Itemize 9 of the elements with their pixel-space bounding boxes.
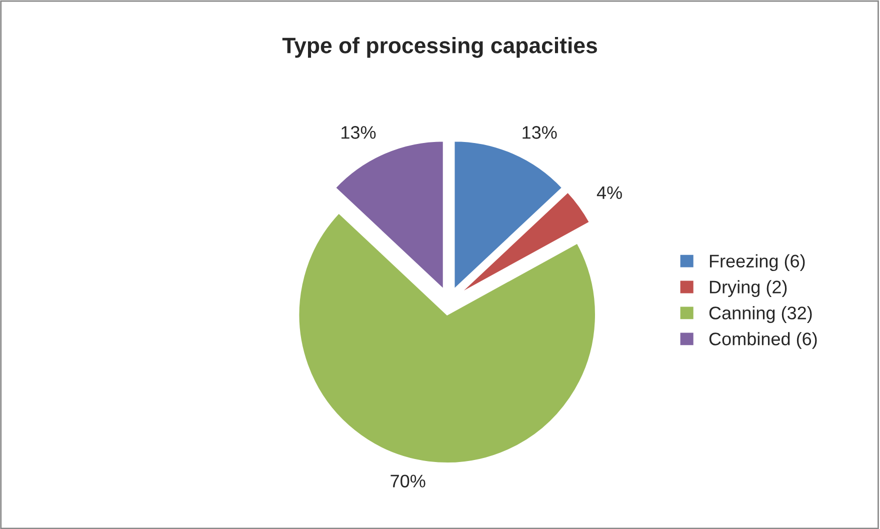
legend-label: Freezing (6) (710, 254, 805, 272)
chart-title: Type of processing capacities (282, 37, 597, 58)
legend-label: Combined (6) (709, 332, 817, 349)
legend-label: Drying (2) (710, 280, 787, 298)
legend-label: Canning (32) (709, 306, 812, 323)
data-label: 13% (342, 126, 376, 139)
data-label: 70% (390, 474, 426, 488)
data-label: 4% (596, 186, 622, 200)
data-label: 13% (522, 126, 557, 139)
